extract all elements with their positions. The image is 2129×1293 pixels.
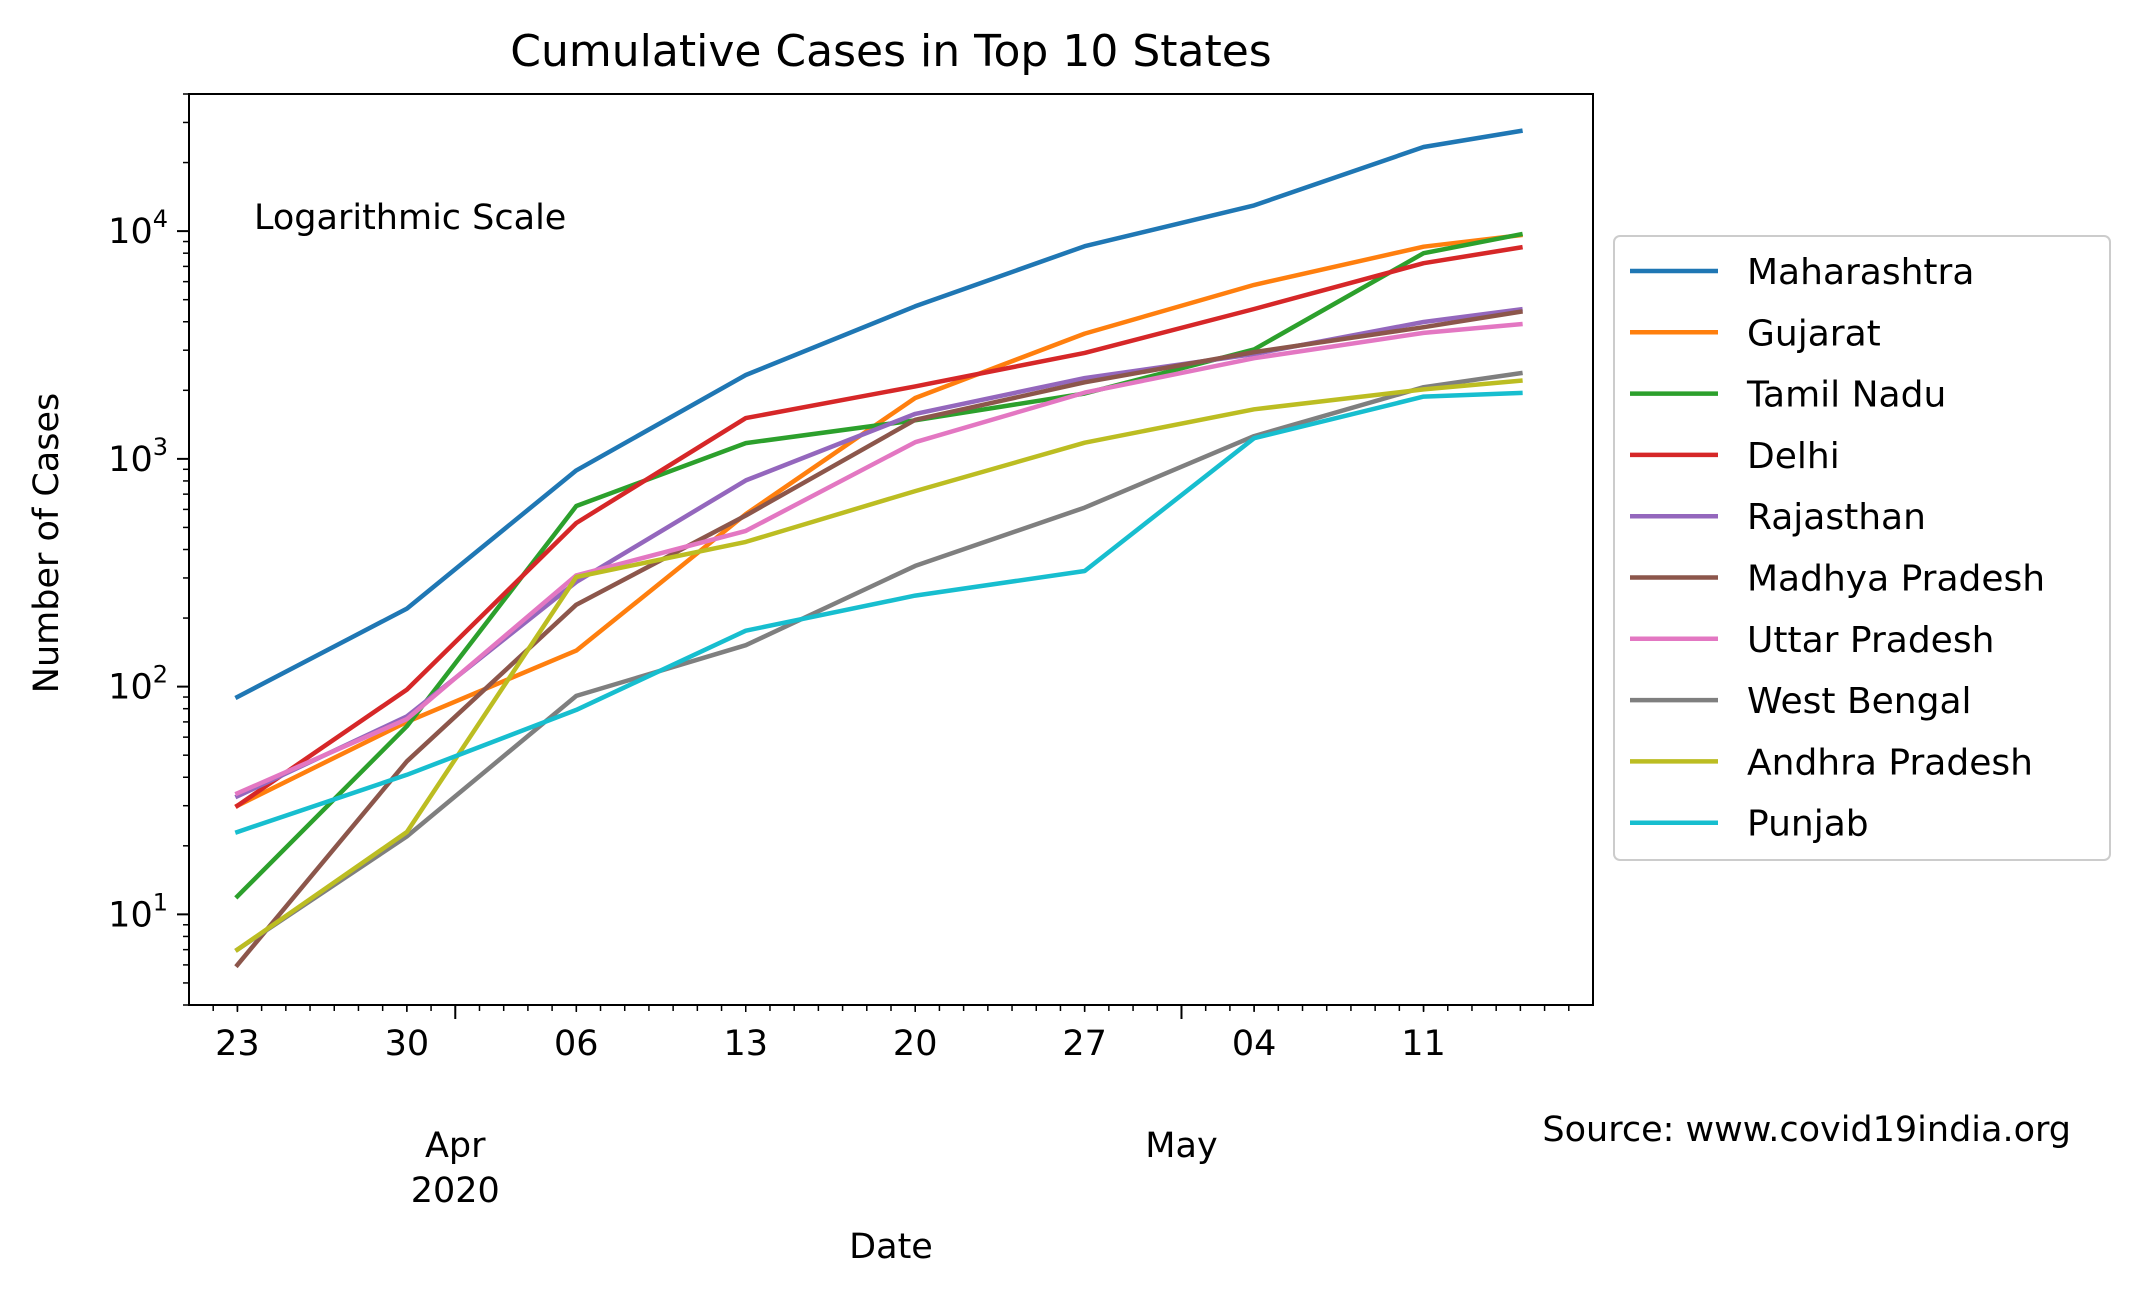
- legend-label: Maharashtra: [1747, 252, 1974, 293]
- legend-label: West Bengal: [1747, 681, 1972, 722]
- x-tick-label: 11: [1401, 1024, 1446, 1064]
- x-tick-label: 04: [1232, 1024, 1277, 1064]
- x-tick-label: 27: [1062, 1024, 1107, 1064]
- legend-label: Tamil Nadu: [1746, 375, 1946, 416]
- x-month-label: Apr: [425, 1126, 486, 1166]
- y-tick-label: 103: [108, 433, 168, 480]
- legend-label: Andhra Pradesh: [1747, 742, 2033, 783]
- legend-item: Gujarat: [1630, 313, 1881, 354]
- y-tick-label: 102: [108, 661, 168, 708]
- legend-item: West Bengal: [1630, 681, 1972, 722]
- x-year-label: 2020: [411, 1171, 500, 1211]
- plot-lines: [234, 128, 1524, 969]
- legend-item: Madhya Pradesh: [1630, 559, 2045, 600]
- legend-label: Gujarat: [1747, 313, 1881, 354]
- series-line-madhya-pradesh: [234, 309, 1523, 969]
- x-axis: Apr 2020 May 23 30 06 13 20 27 04 11: [212, 1005, 1570, 1211]
- legend-label: Madhya Pradesh: [1747, 559, 2045, 600]
- x-tick-label: 06: [554, 1024, 599, 1064]
- x-axis-label: Date: [849, 1227, 933, 1267]
- y-tick-label: 101: [108, 888, 168, 935]
- legend-item: Delhi: [1630, 436, 1840, 477]
- series-line-andhra-pradesh: [234, 378, 1523, 953]
- series-line-maharashtra: [234, 128, 1523, 701]
- legend-label: Uttar Pradesh: [1747, 620, 1994, 661]
- chart-title: Cumulative Cases in Top 10 States: [510, 26, 1271, 77]
- legend-item: Rajasthan: [1630, 497, 1926, 538]
- series-line-rajasthan: [234, 306, 1523, 800]
- legend-box: [1613, 235, 2111, 861]
- x-tick-label: 30: [385, 1024, 430, 1064]
- y-axis: 101 102 103 104: [108, 93, 189, 1006]
- series-line-gujarat: [234, 232, 1523, 809]
- legend-label: Punjab: [1747, 804, 1869, 845]
- series-line-uttar-pradesh: [234, 321, 1523, 797]
- x-tick-label: 13: [723, 1024, 768, 1064]
- legend-item: Andhra Pradesh: [1630, 742, 2033, 783]
- legend-item: Tamil Nadu: [1630, 375, 1946, 416]
- legend-item: Punjab: [1630, 804, 1869, 845]
- legend-item: Maharashtra: [1630, 252, 1974, 293]
- y-axis-label: Number of Cases: [27, 393, 67, 693]
- x-month-label: May: [1145, 1126, 1217, 1166]
- series-line-west-bengal: [234, 370, 1523, 953]
- scale-annotation: Logarithmic Scale: [254, 198, 566, 238]
- x-tick-label: 20: [893, 1024, 938, 1064]
- legend: Maharashtra Gujarat Tamil Nadu Delhi Rajasth…: [1613, 235, 2111, 861]
- series-line-punjab: [234, 390, 1523, 835]
- x-tick-label: 23: [215, 1024, 260, 1064]
- legend-label: Rajasthan: [1747, 497, 1926, 538]
- legend-item: Uttar Pradesh: [1630, 620, 1994, 661]
- y-tick-label: 104: [108, 205, 168, 252]
- series-line-delhi: [234, 244, 1523, 809]
- source-note: Source: www.covid19india.org: [1542, 1110, 2071, 1150]
- legend-label: Delhi: [1747, 436, 1840, 477]
